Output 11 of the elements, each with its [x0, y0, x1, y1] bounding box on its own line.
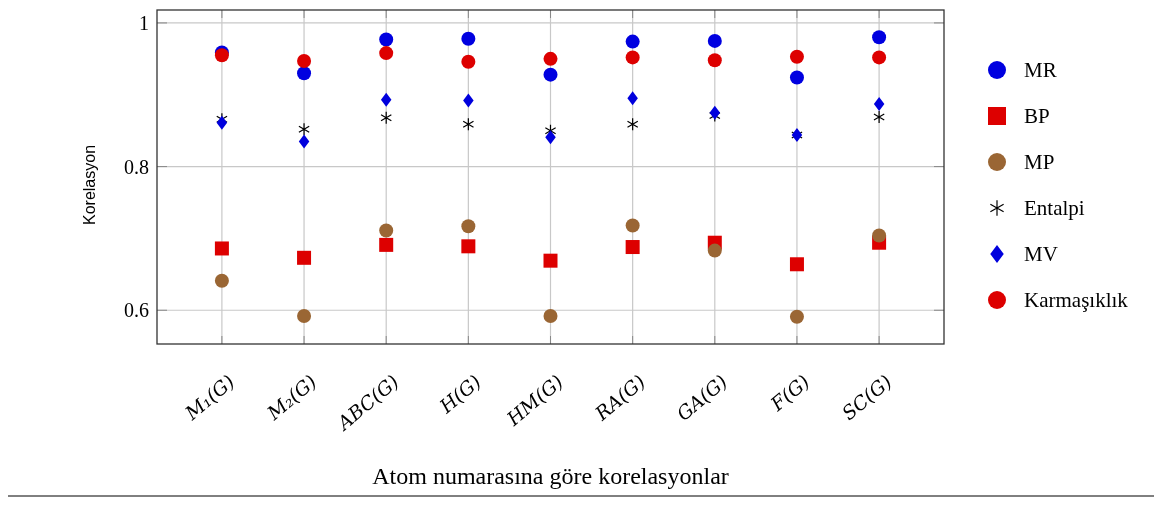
legend-label: BP	[1024, 104, 1050, 129]
y-tick-label: 0.8	[124, 155, 149, 178]
legend-label: MP	[1024, 150, 1055, 175]
x-axis-title: Atom numarasına göre korelasyonlar	[372, 463, 729, 489]
legend-label: Karmaşıklık	[1024, 288, 1129, 313]
legend-label: MV	[1024, 242, 1058, 267]
y-axis-title: Korelasyon	[81, 144, 98, 226]
y-tick-label: 1	[139, 11, 149, 34]
y-tick-label: 0.6	[124, 299, 149, 322]
legend-label: MR	[1024, 58, 1057, 83]
legend-label: Entalpi	[1024, 196, 1085, 221]
